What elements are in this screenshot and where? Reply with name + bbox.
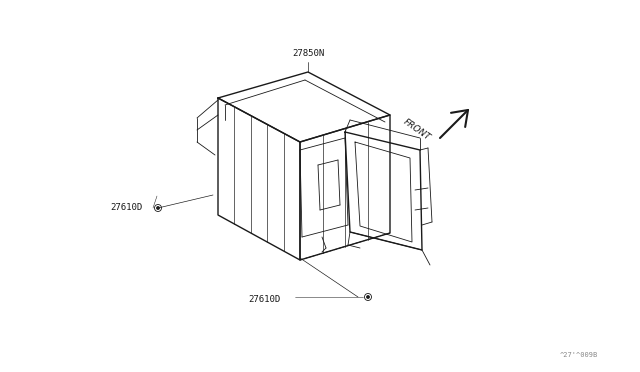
- Text: 27610D: 27610D: [248, 295, 280, 304]
- Circle shape: [367, 296, 369, 298]
- Text: FRONT: FRONT: [402, 118, 432, 142]
- Circle shape: [157, 207, 159, 209]
- Text: ^27'^009B: ^27'^009B: [560, 352, 598, 358]
- Text: 27850N: 27850N: [292, 49, 324, 58]
- Text: 27610D: 27610D: [110, 203, 142, 212]
